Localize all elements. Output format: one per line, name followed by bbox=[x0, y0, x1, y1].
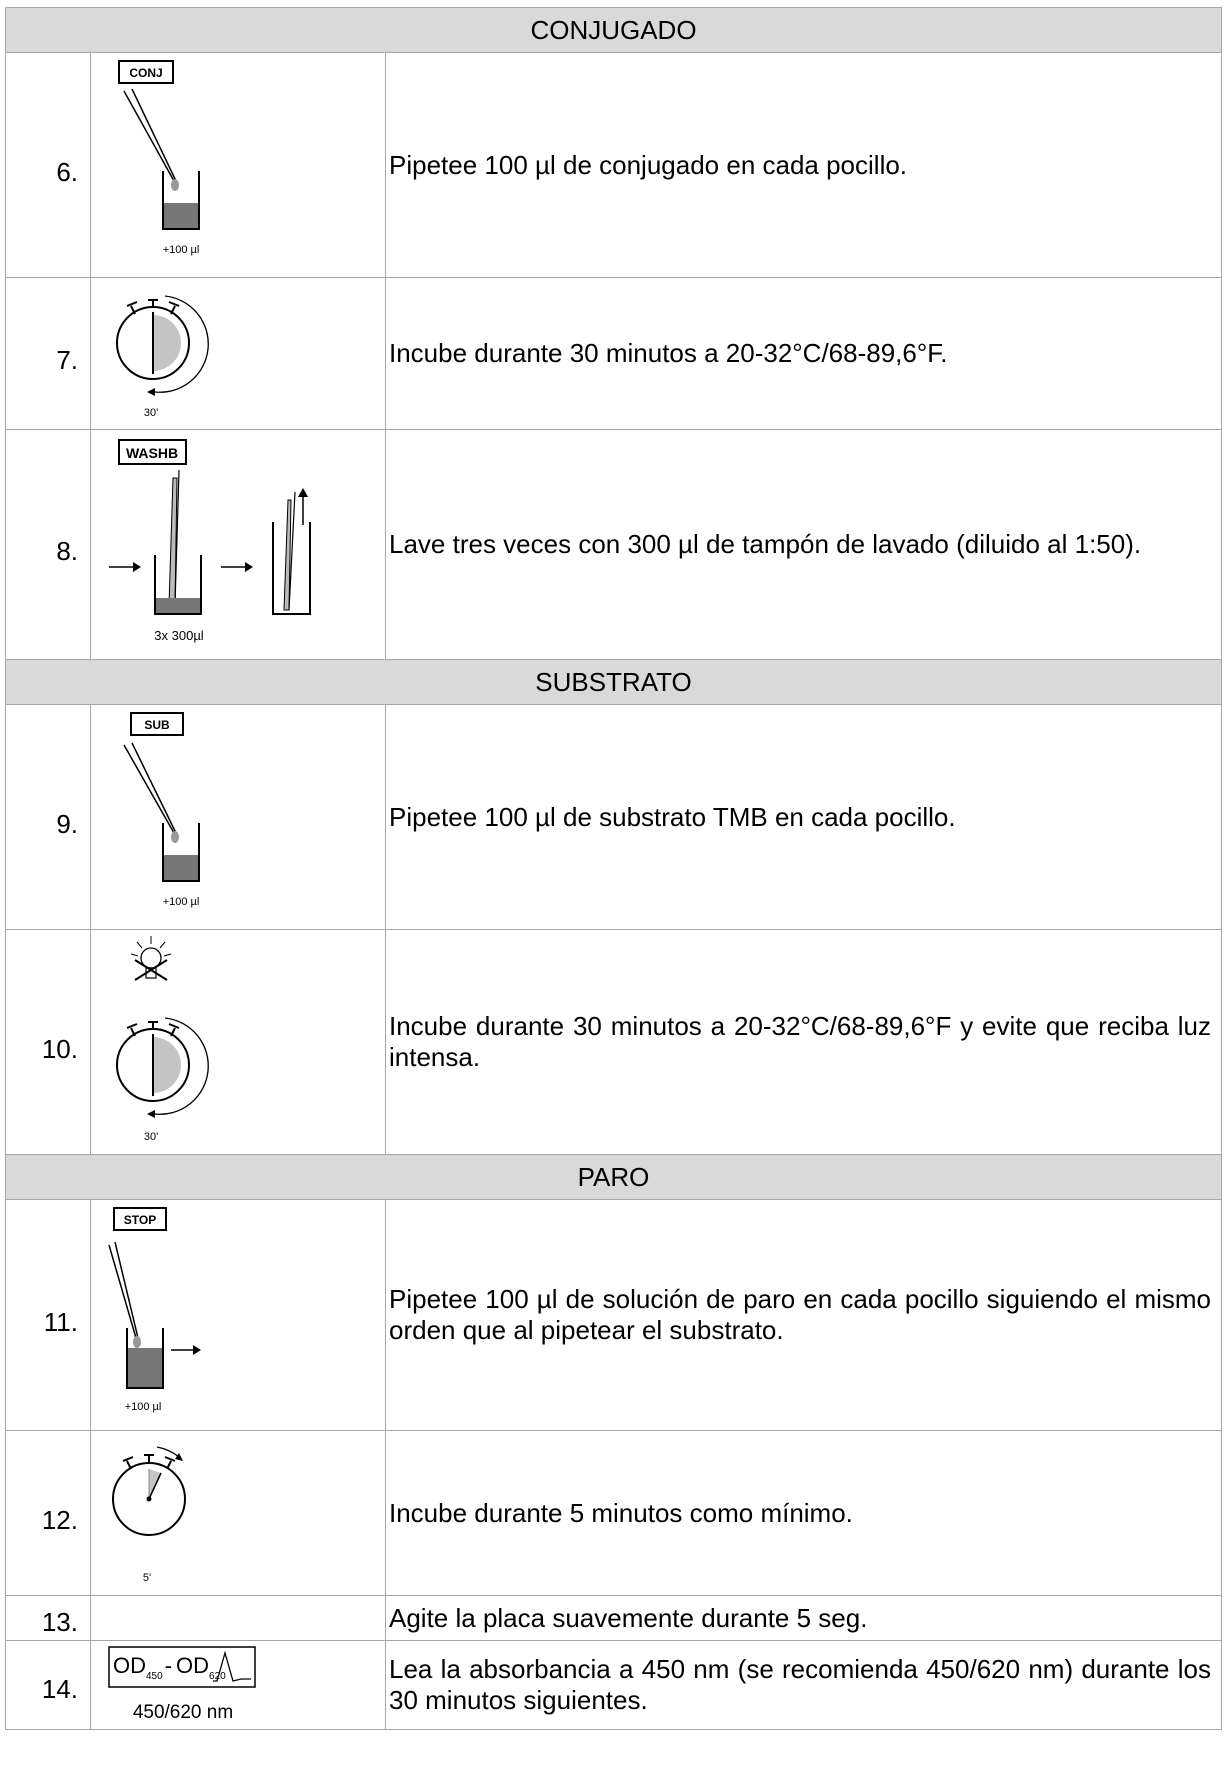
step-text: Lave tres veces con 300 µl de tampón de … bbox=[385, 429, 1222, 660]
timer-5min-icon: 5' bbox=[112, 1446, 186, 1584]
step-row-6: 6. CONJ +100 µl Pipetee 100 µl de conjug… bbox=[5, 52, 1222, 278]
timer-icon: 30' bbox=[116, 295, 209, 419]
od-dash: - bbox=[165, 1653, 172, 1678]
reagent-tag: CONJ bbox=[129, 66, 162, 80]
pipette-stop-icon: STOP +100 µl bbox=[108, 1207, 201, 1413]
step-number: 13. bbox=[5, 1595, 91, 1641]
pipette-substrate-icon: SUB +100 µl bbox=[123, 712, 200, 908]
step-number: 11. bbox=[5, 1199, 91, 1431]
step-number: 6. bbox=[5, 52, 91, 278]
step-number: 7. bbox=[5, 277, 91, 430]
step-text: Agite la placa suavemente durante 5 seg. bbox=[385, 1595, 1222, 1641]
step-number: 12. bbox=[5, 1430, 91, 1596]
time-caption: 30' bbox=[144, 407, 158, 419]
no-light-timer-icon: 30' bbox=[116, 936, 209, 1143]
step-row-14: 14. OD450- OD620 450/620 nm Lea la absorb… bbox=[5, 1640, 1222, 1730]
od-left: OD bbox=[113, 1653, 146, 1678]
step-number: 14. bbox=[5, 1640, 91, 1730]
absorbance-reader-icon: OD450- OD620 450/620 nm bbox=[108, 1646, 256, 1723]
od-left-sub: 450 bbox=[146, 1671, 163, 1682]
step-icon-cell: 5' bbox=[90, 1430, 386, 1596]
step-text: Lea la absorbancia a 450 nm (se recomien… bbox=[385, 1640, 1222, 1730]
step-row-12: 12. 5' Incube durante 5 minutos como mín… bbox=[5, 1430, 1222, 1596]
step-row-9: 9. SUB +100 µl Pipetee 100 µl de substra… bbox=[5, 704, 1222, 930]
time-caption: 30' bbox=[144, 1131, 158, 1143]
step-icon-cell: 30' bbox=[90, 929, 386, 1155]
step-text: Incube durante 30 minutos a 20-32°C/68-8… bbox=[385, 277, 1222, 430]
step-icon-cell: OD450- OD620 450/620 nm bbox=[90, 1640, 386, 1730]
timer-icon bbox=[116, 1017, 209, 1118]
no-light-bulb-icon bbox=[130, 936, 172, 981]
section-row-substrato: SUBSTRATO bbox=[5, 659, 1222, 705]
wavelength-caption: 450/620 nm bbox=[133, 1702, 233, 1723]
volume-caption: +100 µl bbox=[163, 896, 200, 908]
section-row-paro: PARO bbox=[5, 1154, 1222, 1200]
reagent-tag: STOP bbox=[124, 1213, 156, 1227]
step-icon-cell: SUB +100 µl bbox=[90, 704, 386, 930]
od-right-sub: 620 bbox=[209, 1671, 226, 1682]
step-icon-cell bbox=[90, 1595, 386, 1641]
step-text: Pipetee 100 µl de solución de paro en ca… bbox=[385, 1199, 1222, 1431]
svg-text:OD450-OD620: OD450- OD620 bbox=[113, 1653, 226, 1682]
section-title-paro: PARO bbox=[5, 1154, 1222, 1200]
wash-icon: WASHB 3x 300µl bbox=[109, 439, 311, 643]
step-row-11: 11. STOP +100 µl Pipetee 100 µl de soluc… bbox=[5, 1199, 1222, 1431]
step-text: Incube durante 5 minutos como mínimo. bbox=[385, 1430, 1222, 1596]
step-number: 10. bbox=[5, 929, 91, 1155]
step-text: Incube durante 30 minutos a 20-32°C/68-8… bbox=[385, 929, 1222, 1155]
step-row-13: 13. Agite la placa suavemente durante 5 … bbox=[5, 1595, 1222, 1641]
step-icon-cell: CONJ +100 µl bbox=[90, 52, 386, 278]
reagent-tag: WASHB bbox=[126, 445, 178, 461]
volume-caption: +100 µl bbox=[125, 1401, 162, 1413]
section-title-substrato: SUBSTRATO bbox=[5, 659, 1222, 705]
step-icon-cell: STOP +100 µl bbox=[90, 1199, 386, 1431]
od-right: OD bbox=[176, 1653, 209, 1678]
protocol-table: CONJUGADO 6. CONJ +100 µl Pipetee 100 µl… bbox=[5, 7, 1222, 1730]
step-row-7: 7. 30' Incube durante 30 minutos a 20-32… bbox=[5, 277, 1222, 430]
step-icon-cell: WASHB 3x 300µl bbox=[90, 429, 386, 660]
volume-caption: +100 µl bbox=[163, 244, 200, 256]
step-row-8: 8. WASHB 3x 300µl Lave tres ve bbox=[5, 429, 1222, 660]
step-text: Pipetee 100 µl de substrato TMB en cada … bbox=[385, 704, 1222, 930]
volume-caption: 3x 300µl bbox=[154, 628, 204, 643]
reagent-tag: SUB bbox=[144, 718, 170, 732]
step-number: 8. bbox=[5, 429, 91, 660]
step-text: Pipetee 100 µl de conjugado en cada poci… bbox=[385, 52, 1222, 278]
section-row-conjugado: CONJUGADO bbox=[5, 7, 1222, 53]
section-title-conjugado: CONJUGADO bbox=[5, 7, 1222, 53]
time-caption: 5' bbox=[143, 1572, 151, 1584]
step-number: 9. bbox=[5, 704, 91, 930]
step-row-10: 10. bbox=[5, 929, 1222, 1155]
pipette-conjugate-icon: CONJ +100 µl bbox=[118, 60, 200, 256]
step-icon-cell: 30' bbox=[90, 277, 386, 430]
